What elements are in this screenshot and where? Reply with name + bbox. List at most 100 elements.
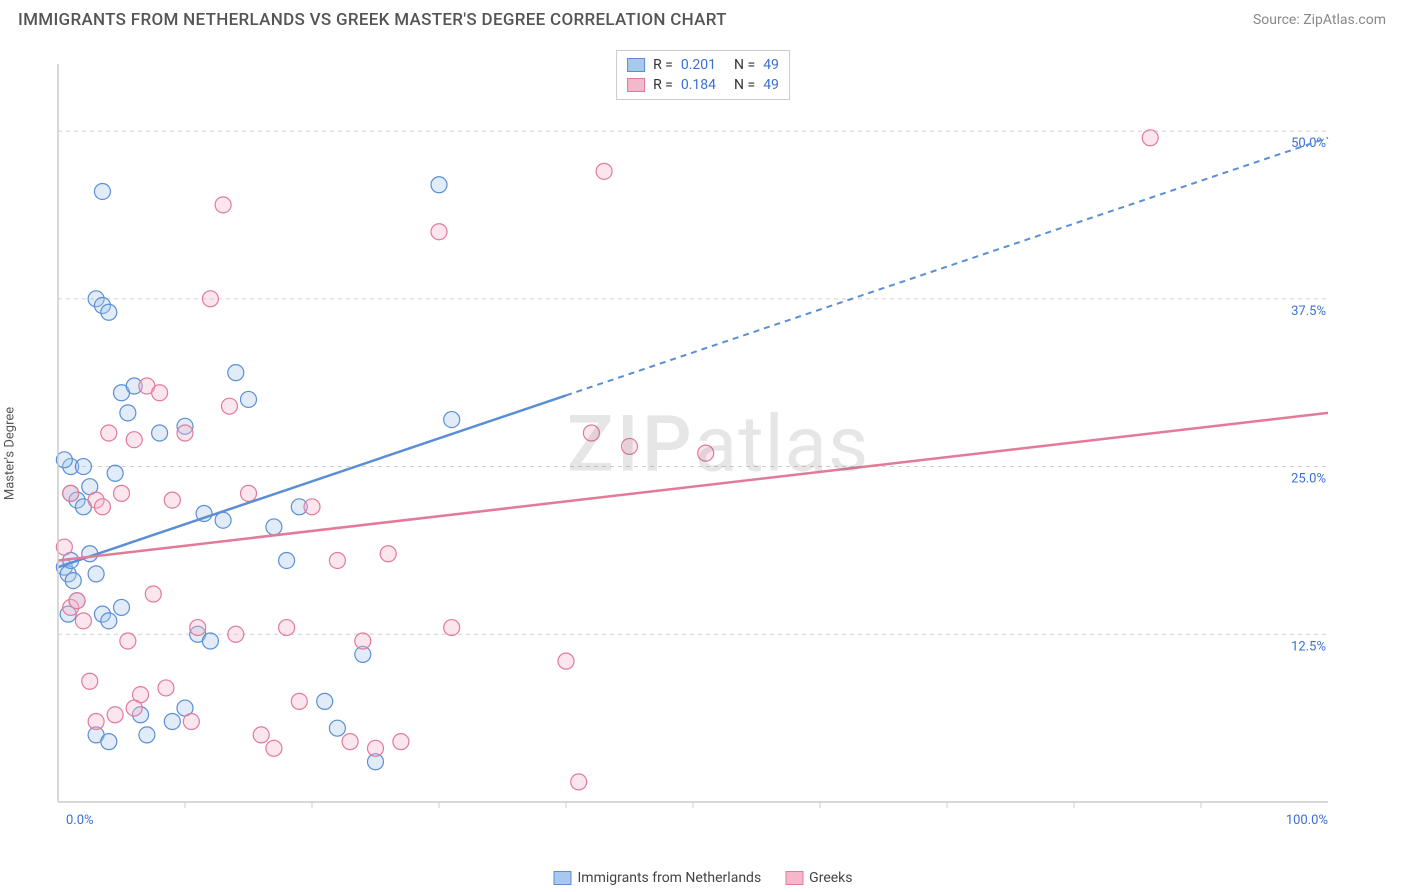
x-tick-label: 100.0% — [1286, 813, 1328, 828]
legend-item: Greeks — [785, 870, 852, 886]
data-point — [126, 432, 142, 448]
data-point — [558, 653, 574, 669]
y-tick-label: 25.0% — [1291, 472, 1326, 487]
data-point — [114, 599, 130, 615]
data-point — [291, 693, 307, 709]
data-point — [177, 425, 193, 441]
data-point — [596, 163, 612, 179]
data-point — [202, 291, 218, 307]
x-tick-label: 0.0% — [66, 813, 94, 828]
data-point — [126, 700, 142, 716]
y-axis-label: Master's Degree — [3, 407, 18, 500]
legend-r-label: R = — [653, 77, 673, 93]
legend-item: Immigrants from Netherlands — [553, 870, 761, 886]
data-point — [698, 445, 714, 461]
data-point — [368, 740, 384, 756]
legend-r-label: R = — [653, 57, 673, 73]
correlation-legend: R = 0.201 N = 49 R = 0.184 N = 49 — [616, 50, 790, 100]
data-point — [145, 586, 161, 602]
legend-label: Immigrants from Netherlands — [577, 870, 761, 886]
legend-swatch — [785, 871, 803, 885]
data-point — [355, 633, 371, 649]
data-point — [88, 566, 104, 582]
data-point — [241, 391, 257, 407]
data-point — [190, 620, 206, 636]
data-point — [431, 224, 447, 240]
data-point — [241, 485, 257, 501]
data-point — [266, 740, 282, 756]
legend-n-value: 49 — [763, 57, 779, 73]
data-point — [120, 405, 136, 421]
data-point — [215, 512, 231, 528]
data-point — [94, 499, 110, 515]
data-point — [107, 707, 123, 723]
legend-swatch — [627, 58, 645, 72]
data-point — [94, 183, 110, 199]
data-point — [139, 727, 155, 743]
legend-row: R = 0.184 N = 49 — [627, 75, 779, 95]
data-point — [152, 385, 168, 401]
legend-swatch — [553, 871, 571, 885]
data-point — [107, 465, 123, 481]
data-point — [82, 673, 98, 689]
data-point — [583, 425, 599, 441]
legend-swatch — [627, 78, 645, 92]
page-title: IMMIGRANTS FROM NETHERLANDS VS GREEK MAS… — [18, 10, 727, 30]
data-point — [164, 492, 180, 508]
y-tick-label: 37.5% — [1291, 304, 1326, 319]
legend-r-value: 0.184 — [681, 77, 716, 93]
series-legend: Immigrants from Netherlands Greeks — [553, 870, 852, 886]
trend-line — [58, 395, 566, 567]
data-point — [202, 633, 218, 649]
data-point — [622, 438, 638, 454]
legend-n-value: 49 — [763, 77, 779, 93]
data-point — [88, 713, 104, 729]
data-point — [342, 734, 358, 750]
data-point — [164, 713, 180, 729]
legend-r-value: 0.201 — [681, 57, 716, 73]
source-attribution: Source: ZipAtlas.com — [1253, 12, 1386, 28]
data-point — [101, 734, 117, 750]
legend-n-label: N = — [734, 77, 755, 93]
data-point — [120, 633, 136, 649]
data-point — [158, 680, 174, 696]
data-point — [101, 613, 117, 629]
data-point — [1142, 130, 1158, 146]
data-point — [65, 573, 81, 589]
data-point — [75, 613, 91, 629]
data-point — [317, 693, 333, 709]
data-point — [221, 398, 237, 414]
data-point — [431, 177, 447, 193]
data-point — [63, 485, 79, 501]
data-point — [304, 499, 320, 515]
data-point — [329, 552, 345, 568]
data-point — [253, 727, 269, 743]
data-point — [279, 552, 295, 568]
data-point — [183, 713, 199, 729]
data-point — [101, 425, 117, 441]
data-point — [215, 197, 231, 213]
legend-n-label: N = — [734, 57, 755, 73]
data-point — [329, 720, 345, 736]
data-point — [279, 620, 295, 636]
scatter-chart: 12.5%25.0%37.5%50.0%0.0%100.0% ZIPatlas — [48, 50, 1388, 840]
data-point — [393, 734, 409, 750]
trend-line-extrapolated — [566, 138, 1328, 396]
legend-label: Greeks — [809, 870, 852, 886]
data-point — [228, 365, 244, 381]
data-point — [114, 485, 130, 501]
y-tick-label: 12.5% — [1291, 639, 1326, 654]
chart-svg: 12.5%25.0%37.5%50.0%0.0%100.0% — [48, 50, 1388, 840]
data-point — [228, 626, 244, 642]
header: IMMIGRANTS FROM NETHERLANDS VS GREEK MAS… — [0, 0, 1406, 36]
data-point — [101, 304, 117, 320]
data-point — [152, 425, 168, 441]
data-point — [571, 774, 587, 790]
data-point — [444, 620, 460, 636]
data-point — [75, 459, 91, 475]
data-point — [266, 519, 282, 535]
data-point — [380, 546, 396, 562]
data-point — [444, 412, 460, 428]
data-point — [69, 593, 85, 609]
legend-row: R = 0.201 N = 49 — [627, 55, 779, 75]
